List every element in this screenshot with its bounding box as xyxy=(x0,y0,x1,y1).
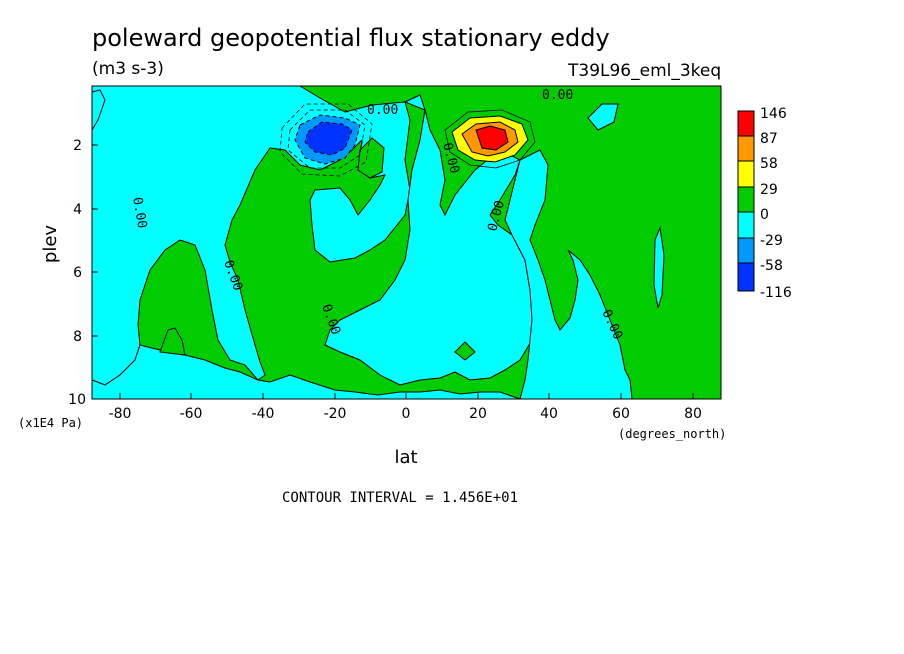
colorbar-swatch-5 xyxy=(737,237,755,264)
contour-label-0: 0.00 xyxy=(367,103,398,118)
negative-contour-dash-1 xyxy=(287,109,366,169)
colorbar-swatch-3 xyxy=(737,186,755,213)
colorbar-swatch-6 xyxy=(737,262,755,292)
y-axis-label: plev xyxy=(40,225,61,264)
x-tick-label: -80 xyxy=(109,406,132,422)
y-tick-label: 6 xyxy=(73,265,82,281)
negative-region-center xyxy=(324,94,536,386)
negative-region-bottom xyxy=(91,344,521,400)
positive-island-2 xyxy=(454,341,476,361)
x-tick-label: 0 xyxy=(402,406,411,422)
x-tick-label: 40 xyxy=(540,406,558,422)
contour-label-2: 0.00 xyxy=(129,196,149,229)
y-axis: 2 4 6 8 10 (x1E4 Pa) plev xyxy=(18,138,98,430)
colorbar: 146 87 58 29 0 -29 -58 -116 xyxy=(737,106,792,301)
positive-island-1 xyxy=(159,327,186,356)
units-label: (m3 s-3) xyxy=(92,59,164,79)
colorbar-label: -58 xyxy=(760,258,783,274)
colorbar-label: 146 xyxy=(760,106,787,122)
negative-region-right xyxy=(504,149,633,400)
x-axis: -80 -60 -40 -20 0 20 40 60 80 (degrees_n… xyxy=(109,393,726,468)
colorbar-label: 58 xyxy=(760,156,778,172)
x-tick-label: -20 xyxy=(324,406,347,422)
x-axis-label: lat xyxy=(394,447,417,468)
experiment-label: T39L96_eml_3keq xyxy=(567,61,721,81)
negative-island-right xyxy=(587,103,619,131)
negative-island-thin xyxy=(653,226,665,309)
x-tick-label: 20 xyxy=(469,406,487,422)
colorbar-label: 29 xyxy=(760,182,778,198)
negative-core-inner xyxy=(304,121,353,156)
contour-label-1: 0.00 xyxy=(542,88,573,103)
y-tick-label: 10 xyxy=(68,392,86,408)
colorbar-label: -116 xyxy=(760,285,792,301)
colorbar-swatch-0 xyxy=(737,110,755,137)
y-tick-label: 4 xyxy=(73,202,82,218)
plot-area: 0.00 0.00 0.00 0.00 0.00 0.00 0.00 0.00 xyxy=(91,85,722,400)
positive-contour-1 xyxy=(444,109,536,169)
colorbar-label: 0 xyxy=(760,207,769,223)
colorbar-swatch-2 xyxy=(737,160,755,188)
x-tick-label: -60 xyxy=(180,406,203,422)
colorbar-swatch-1 xyxy=(737,135,755,162)
y-tick-label: 8 xyxy=(73,329,82,345)
negative-contour-dash-2 xyxy=(279,103,373,177)
colorbar-label: -29 xyxy=(760,233,783,249)
y-tick-label: 2 xyxy=(73,138,82,154)
colorbar-label: 87 xyxy=(760,131,778,147)
y-units-label: (x1E4 Pa) xyxy=(18,416,83,430)
chart-title: poleward geopotential flux stationary ed… xyxy=(92,24,610,52)
positive-core-red xyxy=(475,125,509,151)
contour-interval-label: CONTOUR INTERVAL = 1.456E+01 xyxy=(282,490,518,506)
x-tick-label: -40 xyxy=(252,406,275,422)
colorbar-swatch-4 xyxy=(737,211,755,239)
x-units-label: (degrees_north) xyxy=(618,427,726,441)
positive-island-3 xyxy=(357,137,385,179)
x-tick-label: 80 xyxy=(684,406,702,422)
x-tick-label: 60 xyxy=(612,406,630,422)
